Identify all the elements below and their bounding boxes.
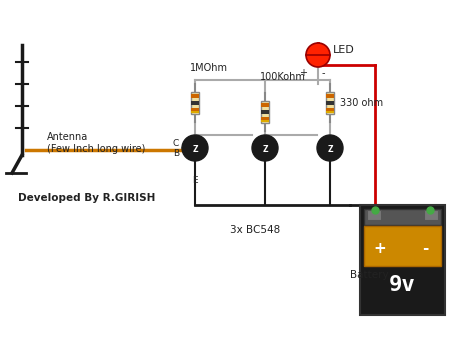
Text: 3x BC548: 3x BC548 bbox=[230, 225, 280, 235]
Text: 100Kohm: 100Kohm bbox=[260, 72, 306, 82]
Bar bbox=[261, 101, 269, 123]
Bar bbox=[261, 117, 269, 121]
Text: 1MOhm: 1MOhm bbox=[190, 63, 228, 73]
Bar bbox=[360, 205, 445, 315]
Bar bbox=[364, 209, 441, 225]
Text: Developed By R.GIRISH: Developed By R.GIRISH bbox=[18, 193, 155, 203]
Bar bbox=[261, 120, 269, 122]
Text: B: B bbox=[173, 148, 179, 158]
Text: -: - bbox=[422, 240, 428, 256]
Text: Z: Z bbox=[192, 145, 198, 154]
Circle shape bbox=[182, 135, 208, 161]
Bar bbox=[261, 103, 269, 107]
Text: 9v: 9v bbox=[389, 275, 416, 295]
Text: 330 ohm: 330 ohm bbox=[340, 98, 383, 108]
Text: +: + bbox=[299, 68, 307, 78]
Text: C: C bbox=[173, 138, 179, 148]
Bar bbox=[191, 111, 199, 113]
Text: E: E bbox=[192, 176, 198, 185]
Bar bbox=[326, 94, 334, 98]
Bar bbox=[326, 92, 334, 114]
Bar bbox=[326, 101, 334, 105]
Text: Battery: Battery bbox=[350, 270, 389, 280]
Text: LED: LED bbox=[333, 45, 355, 55]
Bar bbox=[364, 226, 441, 266]
Text: Antenna
(Few Inch long wire): Antenna (Few Inch long wire) bbox=[47, 132, 146, 154]
Bar bbox=[424, 210, 438, 220]
Bar bbox=[191, 92, 199, 114]
Bar bbox=[191, 94, 199, 98]
Circle shape bbox=[317, 135, 343, 161]
Bar bbox=[367, 210, 381, 220]
Circle shape bbox=[252, 135, 278, 161]
Text: -: - bbox=[321, 68, 325, 78]
Bar bbox=[191, 101, 199, 105]
Text: Z: Z bbox=[262, 145, 268, 154]
Bar bbox=[261, 110, 269, 114]
Bar bbox=[326, 111, 334, 113]
Text: +: + bbox=[374, 240, 386, 256]
Bar bbox=[326, 108, 334, 112]
Circle shape bbox=[306, 43, 330, 67]
Text: Z: Z bbox=[327, 145, 333, 154]
Bar bbox=[191, 108, 199, 112]
